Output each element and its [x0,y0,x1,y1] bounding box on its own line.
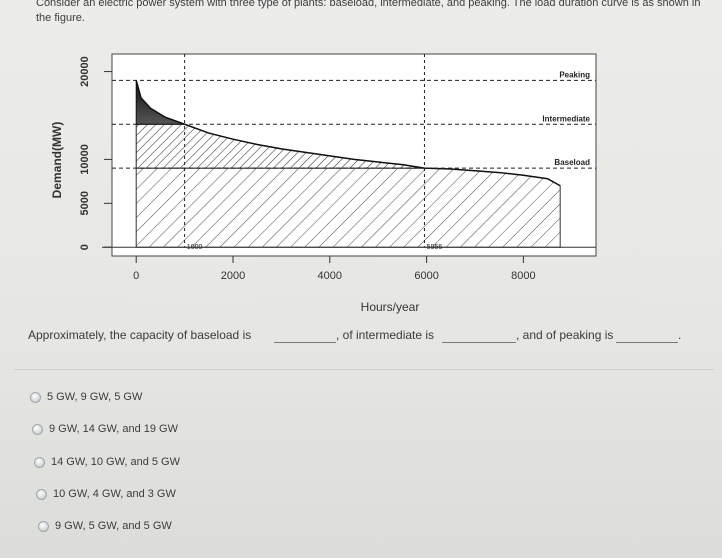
baseload-area [135,167,561,248]
x-tick-label: 2000 [221,270,245,282]
level-label: Peaking [559,70,590,79]
divider [14,369,714,370]
level-label: Intermediate [542,114,590,123]
load-duration-curve [135,80,561,187]
radio-button[interactable] [34,456,45,468]
load-duration-chart: PeakingIntermediateBaseload1000595602000… [50,53,597,314]
blank-peaking [616,342,678,343]
y-tick-label: 20000 [79,56,91,87]
radio-button[interactable] [38,520,49,532]
answer-option[interactable]: 5 GW, 9 GW, 5 GW [30,388,142,406]
option-label: 10 GW, 4 GW, and 3 GW [53,488,176,500]
answer-option[interactable]: 14 GW, 10 GW, and 5 GW [34,453,180,471]
prompt-end: . [678,328,682,342]
blank-baseload [274,342,336,343]
answer-option[interactable]: 10 GW, 4 GW, and 3 GW [36,485,176,503]
option-label: 5 GW, 9 GW, 5 GW [47,391,143,403]
option-label: 14 GW, 10 GW, and 5 GW [51,456,180,468]
answer-option[interactable]: 9 GW, 5 GW, and 5 GW [38,517,172,535]
radio-button[interactable] [30,391,41,403]
blank-intermediate [442,342,516,343]
x-tick-label: 0 [133,270,139,282]
y-axis-label: Demand(MW) [50,122,64,199]
option-label: 9 GW, 5 GW, and 5 GW [55,520,172,532]
x-tick-label: 8000 [511,270,535,282]
x-tick-label: 4000 [318,270,342,282]
y-tick-label: 10000 [79,144,91,175]
prompt-part-peaking: , and of peaking is [516,328,614,342]
question-intro: Consider an electric power system with t… [36,0,701,24]
x-tick-label: 6000 [414,270,438,282]
option-label: 9 GW, 14 GW, and 19 GW [49,423,178,435]
x-axis-label: Hours/year [361,300,420,314]
y-tick-label: 5000 [79,191,91,215]
chart-layer: PeakingIntermediateBaseload1000595602000… [79,54,596,282]
answer-option[interactable]: 9 GW, 14 GW, and 19 GW [32,420,178,438]
prompt-part-intermediate: , of intermediate is [336,328,435,342]
radio-button[interactable] [36,488,47,500]
radio-button[interactable] [32,423,43,435]
prompt-part-baseload: Approximately, the capacity of baseload … [28,328,252,342]
level-label: Baseload [554,158,590,167]
y-tick-label: 0 [79,244,91,250]
